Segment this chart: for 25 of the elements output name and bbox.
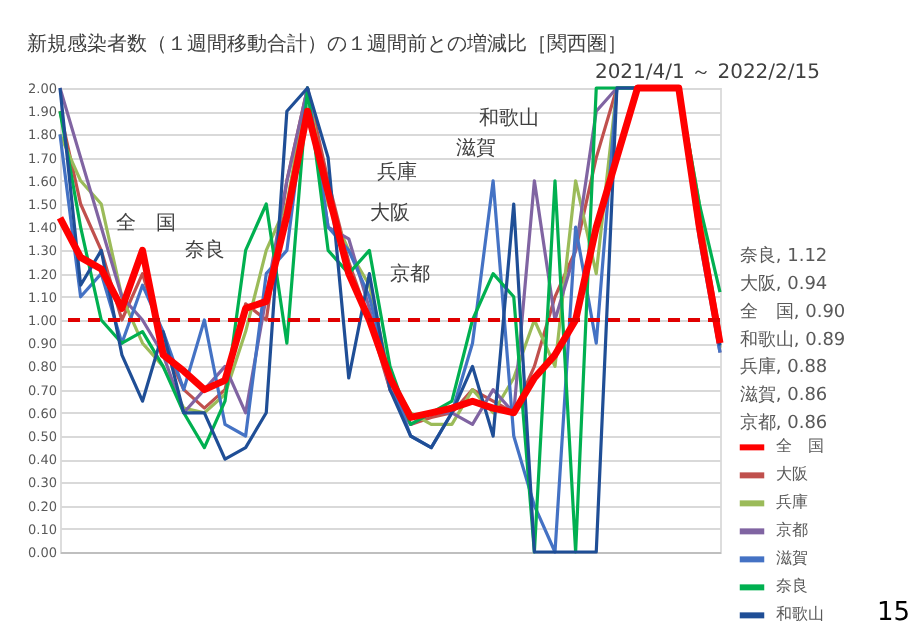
text: 15 [876,598,910,628]
text: 兵庫, 0.88 [739,356,828,379]
chart-subtitle: 2021/4/1 ～ 2022/2/15 [594,62,820,84]
text: 大阪, 0.94 [739,272,828,295]
text: 滋賀, 0.86 [739,384,828,407]
annotation: 全 国 [115,210,176,235]
annotation: 大阪 [370,201,410,226]
annotation: 京都 [389,261,430,286]
line-series [58,86,722,554]
chart-title: 新規感染者数（１週間移動合計）の１週間前との増減比［関西圏］ [27,32,628,56]
legend-label: 全 国 [776,437,824,456]
annotation: 滋賀 [455,136,496,161]
text: 奈良, 1.12 [739,245,828,268]
legend-label: 和歌山 [776,605,824,624]
text: 和歌山, 0.89 [739,328,846,351]
annotation: 和歌山 [478,106,539,131]
legend-label: 奈良 [776,577,808,596]
legend-label: 京都 [776,521,808,540]
text: 京都, 0.86 [739,412,828,435]
legend-label: 兵庫 [776,493,808,512]
annotation: 奈良 [185,238,226,263]
legend-label: 大阪 [776,465,808,484]
text: 全 国, 0.90 [739,300,846,323]
annotation: 兵庫 [376,159,417,184]
legend-label: 滋賀 [776,549,808,568]
